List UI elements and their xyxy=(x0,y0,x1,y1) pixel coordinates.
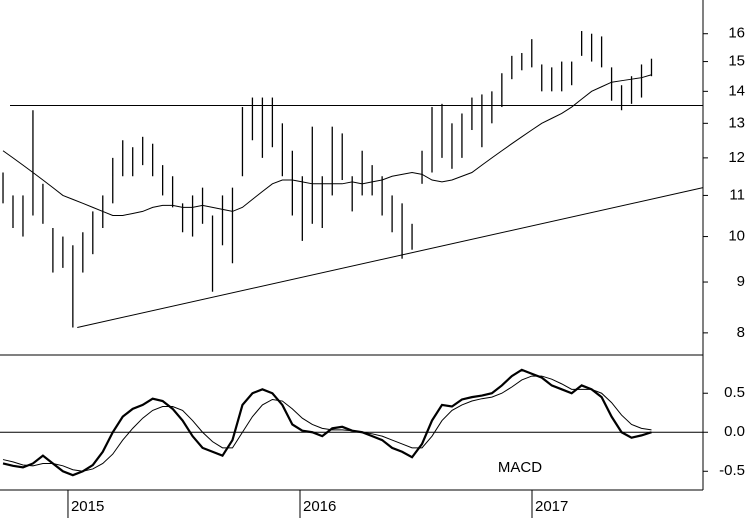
y-tick-label: 0.5 xyxy=(724,384,745,401)
x-tick-label: 2017 xyxy=(535,498,568,515)
x-tick-label: 2015 xyxy=(71,498,104,515)
y-tick-label: 15 xyxy=(728,53,745,70)
y-tick-label: 8 xyxy=(737,324,745,341)
annotation: MACD xyxy=(498,459,542,476)
trend-line xyxy=(77,187,704,328)
signal-line xyxy=(2,375,652,472)
macd-line xyxy=(2,368,652,477)
y-tick-label: 14 xyxy=(728,82,745,99)
y-tick-label: 11 xyxy=(729,186,745,203)
y-tick-label: 0.0 xyxy=(724,423,745,440)
y-tick-label: 9 xyxy=(737,273,745,290)
y-tick-label: 10 xyxy=(728,228,745,245)
y-tick-label: -0.5 xyxy=(719,462,745,479)
y-tick-label: 16 xyxy=(728,25,745,42)
y-tick-label: 12 xyxy=(728,149,745,166)
y-tick-label: 13 xyxy=(728,114,745,131)
moving-average xyxy=(2,74,652,217)
x-tick-label: 2016 xyxy=(303,498,336,515)
